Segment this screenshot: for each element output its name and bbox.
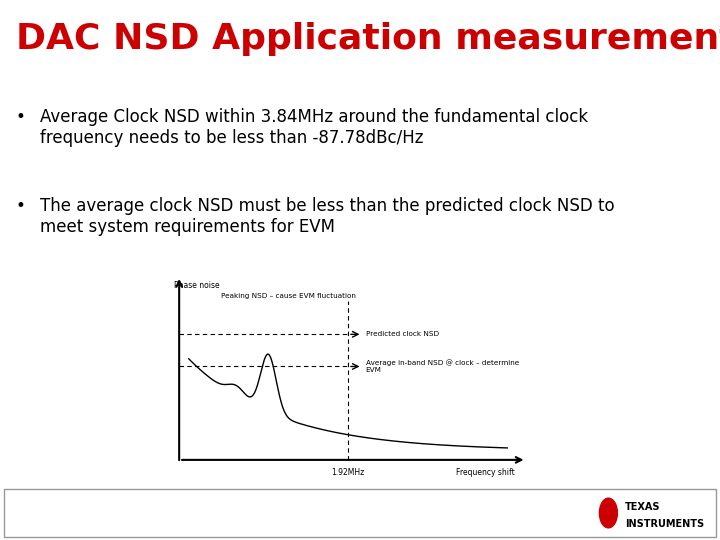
Text: Average Clock NSD within 3.84MHz around the fundamental clock
frequency needs to: Average Clock NSD within 3.84MHz around … xyxy=(40,108,588,147)
Text: Peaking NSD – cause EVM fluctuation: Peaking NSD – cause EVM fluctuation xyxy=(220,293,356,299)
Ellipse shape xyxy=(599,498,618,528)
Text: Phase noise: Phase noise xyxy=(174,281,220,290)
Text: Average in-band NSD @ clock – determine
EVM: Average in-band NSD @ clock – determine … xyxy=(366,360,519,373)
Text: TEXAS: TEXAS xyxy=(625,502,660,511)
Text: DAC NSD Application measurement - EVM: DAC NSD Application measurement - EVM xyxy=(16,22,720,56)
Text: The average clock NSD must be less than the predicted clock NSD to
meet system r: The average clock NSD must be less than … xyxy=(40,197,614,236)
Text: 1.92MHz: 1.92MHz xyxy=(331,468,364,476)
Text: INSTRUMENTS: INSTRUMENTS xyxy=(625,519,704,529)
Text: •: • xyxy=(16,108,26,126)
Text: Predicted clock NSD: Predicted clock NSD xyxy=(366,332,438,338)
Text: Frequency shift: Frequency shift xyxy=(456,468,514,476)
Text: •: • xyxy=(16,197,26,215)
